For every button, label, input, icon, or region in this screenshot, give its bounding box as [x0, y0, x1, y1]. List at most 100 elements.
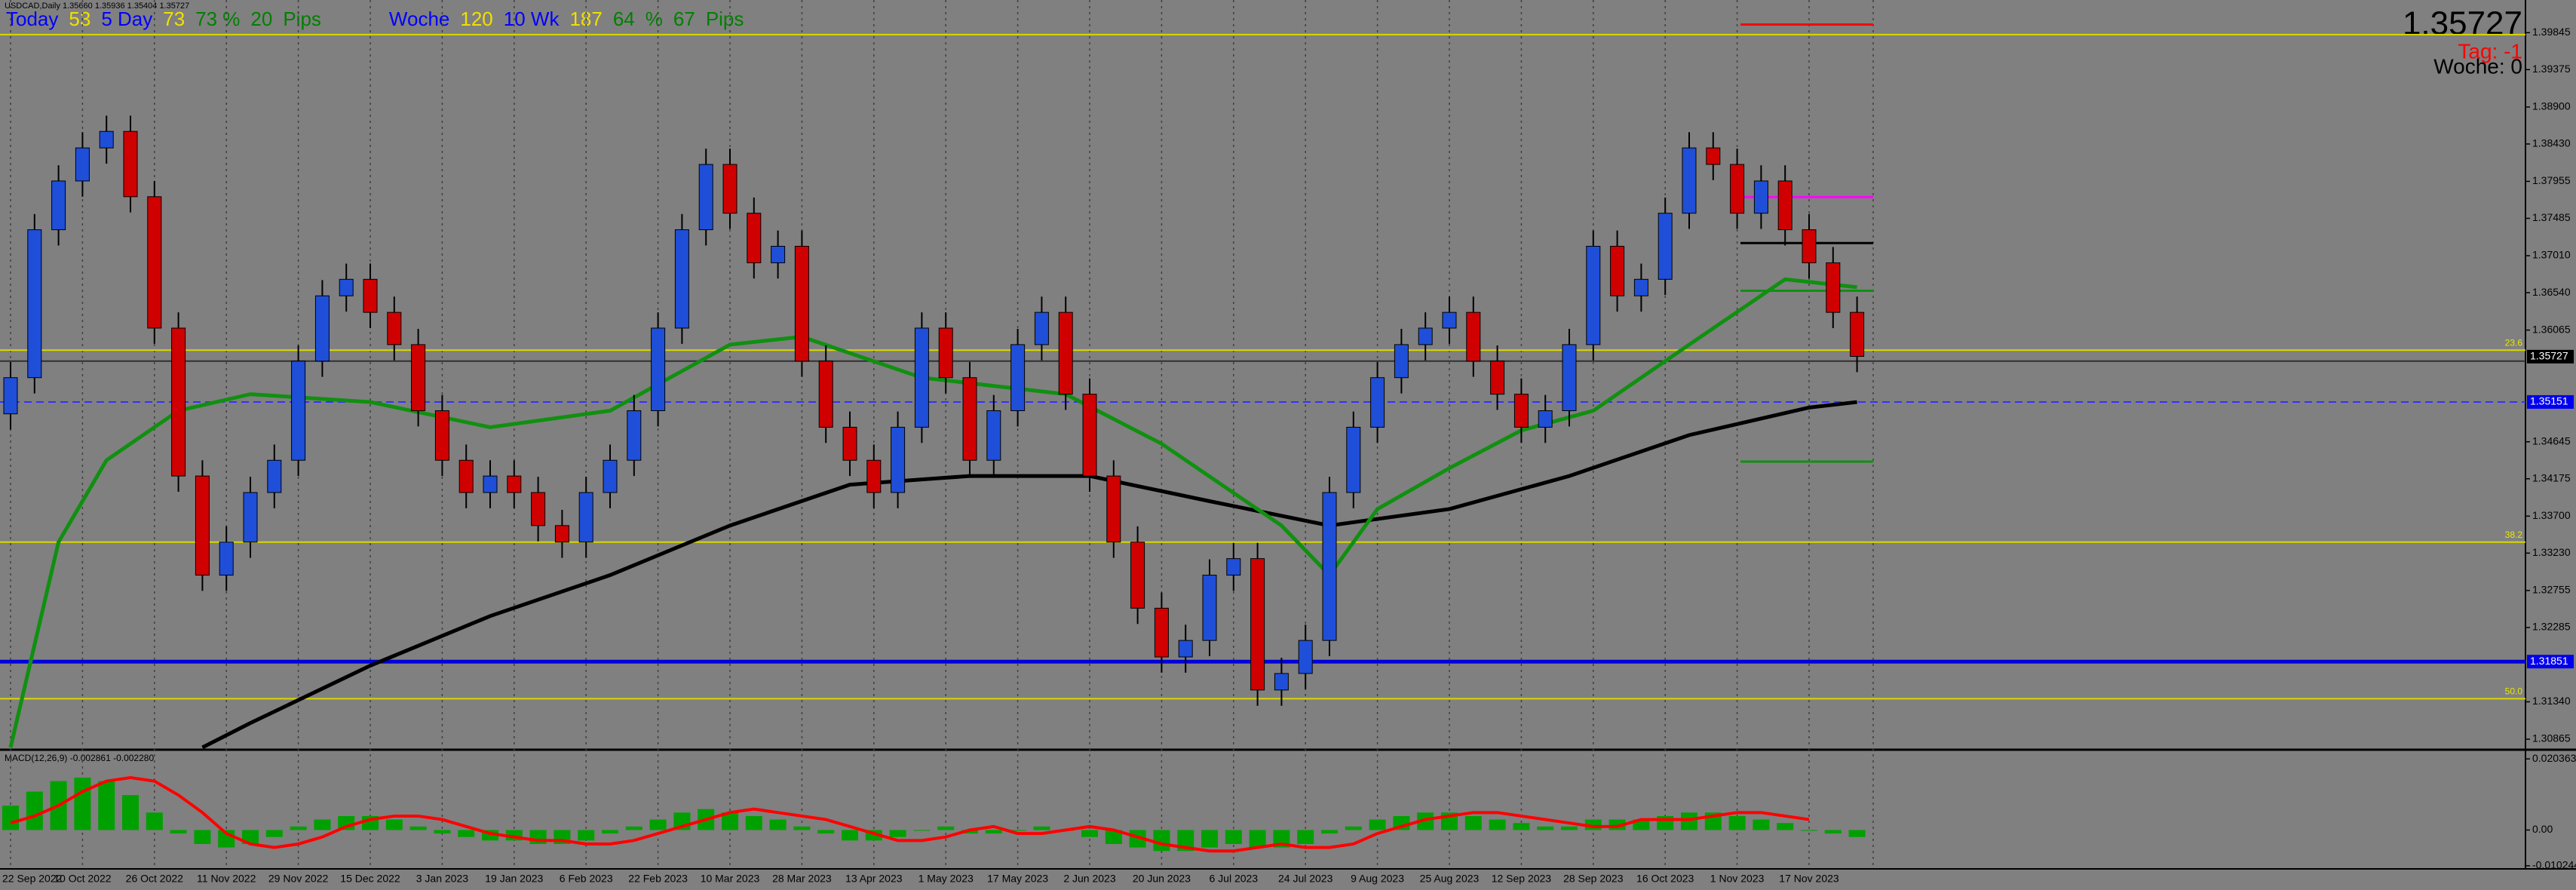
candle-body: [434, 410, 449, 461]
macd-bar: [98, 781, 115, 830]
stat-item: %: [646, 8, 663, 30]
candle-body: [531, 492, 546, 526]
macd-bar: [385, 819, 403, 830]
stat-item: 10 Wk: [504, 8, 560, 30]
candle-body: [219, 542, 234, 576]
x-tick-label: 3 Jan 2023: [416, 873, 468, 885]
macd-bar: [745, 815, 762, 830]
macd-bar: [1681, 812, 1697, 830]
macd-bar: [146, 812, 163, 830]
x-tick-label: 12 Sep 2023: [1492, 873, 1552, 885]
macd-bar: [170, 830, 187, 834]
candle-body: [51, 180, 66, 231]
y-tick-label: 1.33230: [2532, 546, 2571, 558]
price-label: 1.35727: [2530, 350, 2568, 362]
candle-body: [1466, 312, 1481, 362]
candle-body: [1802, 229, 1817, 263]
candle-body: [794, 246, 809, 362]
x-tick-label: 28 Mar 2023: [772, 873, 832, 885]
macd-bar: [122, 795, 139, 830]
y-tick-label: 1.33700: [2532, 509, 2571, 521]
y-tick-label: 1.30865: [2532, 732, 2571, 744]
macd-bar: [793, 826, 811, 830]
x-tick-label: 24 Jul 2023: [1278, 873, 1333, 885]
x-tick-label: 6 Feb 2023: [560, 873, 613, 885]
stat-item: 20: [250, 8, 272, 30]
candle-body: [411, 344, 426, 412]
stat-item: Woche: [389, 8, 449, 30]
candle-body: [243, 492, 258, 543]
x-tick-label: 6 Jul 2023: [1209, 873, 1258, 885]
candle-body: [1298, 640, 1313, 674]
candle-body: [1178, 640, 1193, 658]
macd-bar: [26, 791, 43, 830]
macd-bar: [722, 812, 738, 830]
candle-body: [1010, 344, 1026, 412]
macd-bar: [2, 806, 19, 830]
candle-body: [674, 229, 689, 329]
macd-tick-label: -0.010244: [2532, 859, 2576, 871]
y-tick-label: 1.34645: [2532, 434, 2571, 447]
candle-body: [27, 229, 42, 379]
candle-body: [171, 327, 186, 477]
candle-body: [314, 295, 330, 362]
candle-body: [651, 327, 666, 412]
candle-body: [1777, 180, 1792, 231]
candle-body: [1370, 377, 1385, 428]
macd-bar: [1561, 826, 1578, 830]
macd-bar: [961, 830, 978, 834]
candle-body: [1106, 475, 1121, 543]
x-tick-label: 26 Oct 2022: [126, 873, 183, 885]
macd-bar: [1321, 830, 1338, 834]
candle-body: [1586, 246, 1601, 345]
y-tick-label: 1.36540: [2532, 286, 2571, 298]
macd-bar: [409, 826, 427, 830]
stat-item: 73 %: [195, 8, 240, 30]
x-tick-label: 16 Oct 2023: [1636, 873, 1694, 885]
macd-bar: [1225, 830, 1242, 844]
symbol-line: USDCAD,Daily 1.35660 1.35936 1.35404 1.3…: [5, 2, 189, 11]
x-tick-label: 22 Sep 2022: [2, 873, 63, 885]
macd-bar: [1777, 823, 1794, 830]
candle-body: [1633, 278, 1648, 296]
y-tick-label: 1.34175: [2532, 471, 2571, 483]
candle-body: [147, 196, 162, 329]
x-tick-label: 17 May 2023: [987, 873, 1048, 885]
candle-body: [627, 410, 642, 461]
candle-body: [1418, 327, 1433, 345]
macd-bar: [1728, 815, 1746, 830]
macd-bar: [194, 830, 211, 844]
stat-item: 5 Day: [101, 8, 152, 30]
price-label-box: [2527, 349, 2574, 364]
macd-bar: [649, 819, 667, 830]
macd-bar: [1753, 819, 1770, 830]
candle-body: [1202, 575, 1217, 641]
macd-tick-label: 0.00: [2532, 823, 2553, 835]
stat-item: 120: [460, 8, 492, 30]
x-tick-label: 10 Oct 2022: [54, 873, 111, 885]
x-tick-label: 2 Jun 2023: [1063, 873, 1115, 885]
candle-body: [483, 475, 498, 493]
x-tick-label: 10 Mar 2023: [701, 873, 760, 885]
x-tick-label: 22 Feb 2023: [628, 873, 688, 885]
macd-bar: [1249, 830, 1266, 848]
candle-body: [578, 492, 593, 543]
macd-bar: [1848, 830, 1866, 837]
candle-body: [1034, 312, 1049, 345]
stat-item: Today: [6, 8, 58, 30]
x-tick-label: 25 Aug 2023: [1420, 873, 1480, 885]
candle-body: [891, 426, 906, 493]
y-tick-label: 1.31340: [2532, 695, 2571, 707]
candle-body: [554, 525, 569, 543]
candle-body: [1226, 558, 1241, 576]
y-tick-label: 1.37485: [2532, 211, 2571, 223]
candle-body: [1562, 344, 1577, 412]
stats-line: Today 53 5 Day 73 73 % 20 Pips Woche 120 10 Wk 187…: [6, 8, 744, 30]
y-tick-label: 1.38430: [2532, 137, 2571, 149]
price-label: 1.31851: [2530, 655, 2568, 667]
macd-bar: [817, 830, 835, 834]
candle-body: [818, 361, 833, 428]
candle-body: [771, 246, 786, 263]
macd-bar: [578, 830, 595, 841]
